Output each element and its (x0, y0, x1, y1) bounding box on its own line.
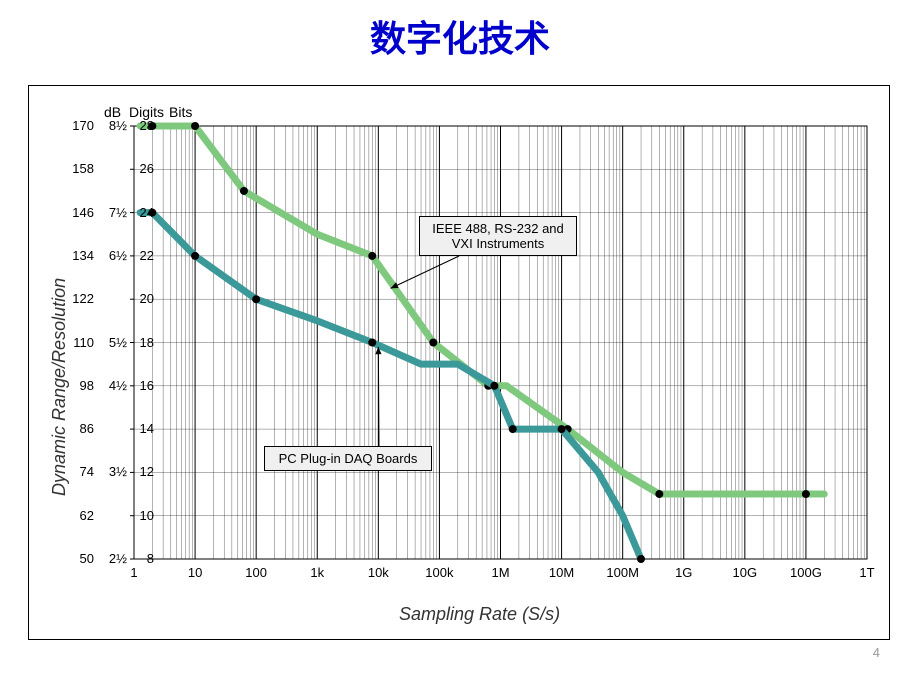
digits-tick: 6½ (105, 248, 127, 263)
db-tick: 122 (69, 291, 94, 306)
bits-tick: 18 (134, 335, 154, 350)
bits-tick: 26 (134, 161, 154, 176)
callout-ieee: IEEE 488, RS-232 and VXI Instruments (419, 216, 577, 256)
bits-tick: 12 (134, 464, 154, 479)
bits-tick: 28 (134, 118, 154, 133)
bits-tick: 8 (134, 551, 154, 566)
x-tick: 1G (664, 565, 704, 580)
chart-plot (29, 86, 889, 639)
digits-tick: 7½ (105, 205, 127, 220)
db-tick: 62 (69, 508, 94, 523)
x-tick: 100G (786, 565, 826, 580)
page-title: 数字化技术 (0, 10, 920, 62)
bits-tick: 16 (134, 378, 154, 393)
x-tick: 100 (236, 565, 276, 580)
chart-frame: dB Digits Bits Dynamic Range/Resolution … (28, 85, 890, 640)
db-tick: 146 (69, 205, 94, 220)
db-tick: 98 (69, 378, 94, 393)
db-tick: 74 (69, 464, 94, 479)
db-tick: 170 (69, 118, 94, 133)
bits-tick: 20 (134, 291, 154, 306)
db-tick: 50 (69, 551, 94, 566)
bits-tick: 14 (134, 421, 154, 436)
x-tick: 100k (419, 565, 459, 580)
x-tick: 1T (847, 565, 887, 580)
page-number: 4 (873, 645, 880, 660)
digits-tick: 8½ (105, 118, 127, 133)
callout-daq: PC Plug-in DAQ Boards (264, 446, 432, 471)
x-tick: 1k (297, 565, 337, 580)
bits-tick: 24 (134, 205, 154, 220)
db-tick: 86 (69, 421, 94, 436)
digits-tick: 5½ (105, 335, 127, 350)
x-tick: 10G (725, 565, 765, 580)
x-tick: 1M (481, 565, 521, 580)
db-tick: 110 (69, 335, 94, 350)
bits-tick: 22 (134, 248, 154, 263)
digits-tick: 2½ (105, 551, 127, 566)
digits-tick: 4½ (105, 378, 127, 393)
x-tick: 100M (603, 565, 643, 580)
x-tick: 10M (542, 565, 582, 580)
x-tick: 1 (114, 565, 154, 580)
x-tick: 10k (358, 565, 398, 580)
digits-tick: 3½ (105, 464, 127, 479)
bits-tick: 10 (134, 508, 154, 523)
db-tick: 158 (69, 161, 94, 176)
page: 数字化技术 dB Digits Bits Dynamic Range/Resol… (0, 0, 920, 690)
db-tick: 134 (69, 248, 94, 263)
x-tick: 10 (175, 565, 215, 580)
